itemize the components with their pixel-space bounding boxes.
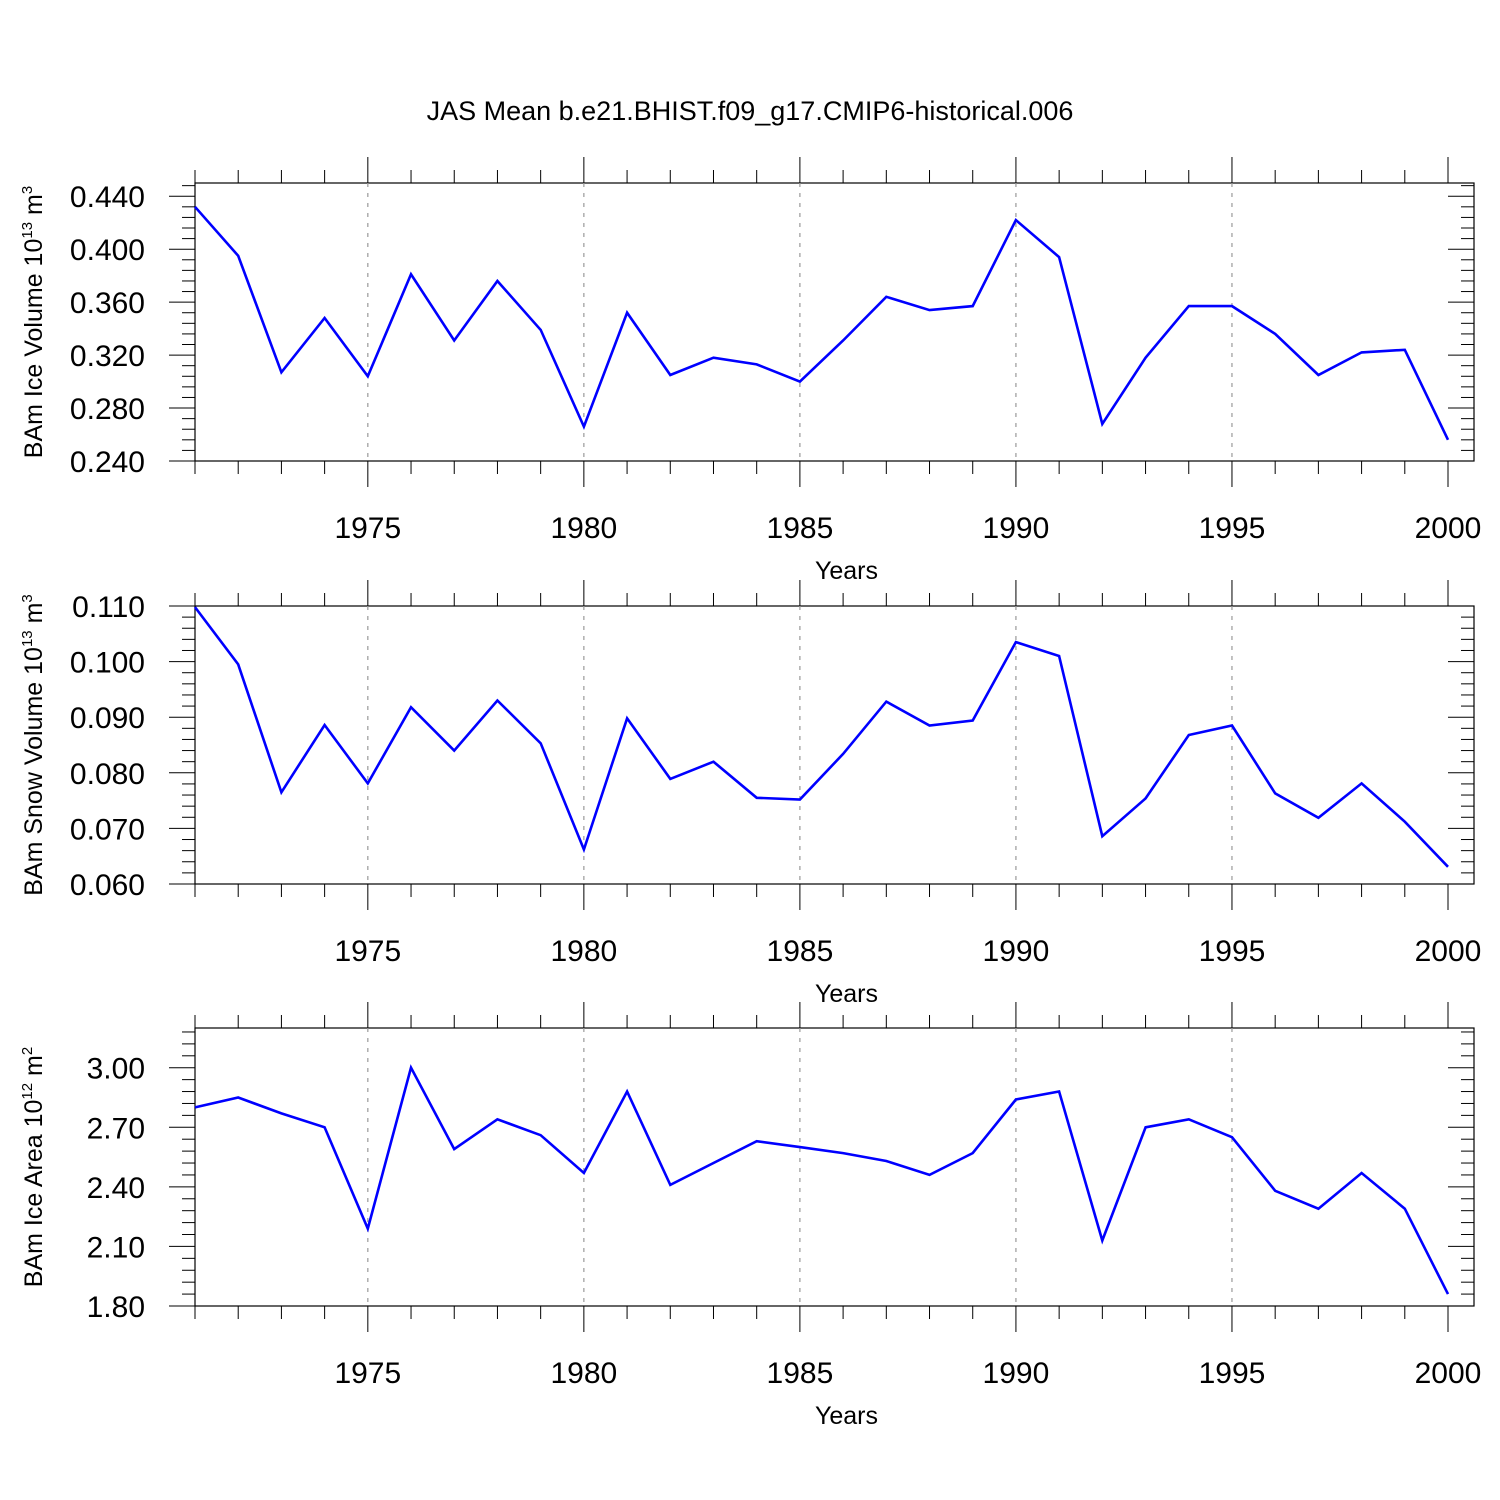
y-tick-label: 0.090 (70, 702, 145, 735)
y-tick-label: 0.110 (72, 591, 145, 624)
x-tick-label: 1990 (983, 935, 1050, 968)
series-line (193, 606, 1449, 868)
x-tick-label: 1975 (334, 512, 401, 545)
y-tick-label: 0.070 (70, 813, 145, 846)
x-tick-label: 2000 (1415, 512, 1482, 545)
y-tick-label: 2.40 (87, 1172, 145, 1205)
y-tick-label: 2.70 (87, 1112, 145, 1145)
y-tick-label: 3.00 (87, 1053, 145, 1086)
plot-frame (194, 605, 1475, 885)
x-axis-label: Years (815, 1402, 878, 1430)
x-tick-label: 1990 (983, 512, 1050, 545)
series-line (194, 1064, 1450, 1295)
x-tick-label: 1985 (767, 935, 834, 968)
y-tick-label: 2.10 (87, 1231, 145, 1264)
x-tick-label: 1975 (334, 935, 401, 968)
x-axis-label: Years (815, 557, 878, 585)
x-tick-label: 1985 (767, 1357, 834, 1390)
y-tick-label: 0.280 (70, 393, 145, 426)
y-tick-label: 1.80 (87, 1291, 145, 1324)
y-axis-label: BAm Ice Area 1012 m2 (19, 1047, 48, 1287)
series-line (194, 205, 1450, 441)
x-tick-label: 2000 (1415, 1357, 1482, 1390)
x-tick-label: 1980 (550, 1357, 617, 1390)
plot-frame (194, 182, 1475, 462)
panel-snow-volume: 1975 1980 1985 1990 1995 2000 Years 0.060 0.070 0… (19, 580, 1481, 1008)
x-tick-label: 1985 (767, 512, 834, 545)
x-axis-label: Years (815, 980, 878, 1008)
x-tick-label: 1995 (1199, 935, 1266, 968)
y-axis-label: BAm Snow Volume 1013 m3 (19, 594, 48, 896)
x-tick-label: 2000 (1415, 935, 1482, 968)
y-tick-label: 0.320 (70, 340, 145, 373)
y-tick-label: 0.060 (70, 869, 145, 902)
x-tick-label: 1995 (1199, 1357, 1266, 1390)
y-tick-label: 0.240 (70, 446, 145, 479)
x-tick-label: 1980 (550, 512, 617, 545)
figure-title: JAS Mean b.e21.BHIST.f09_g17.CMIP6-histo… (427, 96, 1074, 126)
plot-frame (194, 1027, 1475, 1307)
y-tick-label: 0.400 (70, 234, 145, 267)
x-tick-label: 1980 (550, 935, 617, 968)
y-tick-label: 0.080 (70, 758, 145, 791)
panel-ice-area: 1975 1980 1985 1990 1995 2000 Years 1.80 2.10 2.4… (19, 1002, 1481, 1430)
x-tick-label: 1990 (983, 1357, 1050, 1390)
y-axis-label: BAm Ice Volume 1013 m3 (19, 186, 48, 458)
panel-ice-volume: 1975 1980 1985 1990 1995 2000 Years 0.240 0.280 0… (19, 157, 1481, 585)
y-tick-label: 0.440 (70, 181, 145, 214)
x-tick-label: 1995 (1199, 512, 1266, 545)
x-tick-label: 1975 (334, 1357, 401, 1390)
y-tick-label: 0.360 (70, 287, 145, 320)
y-tick-label: 0.100 (70, 647, 145, 680)
